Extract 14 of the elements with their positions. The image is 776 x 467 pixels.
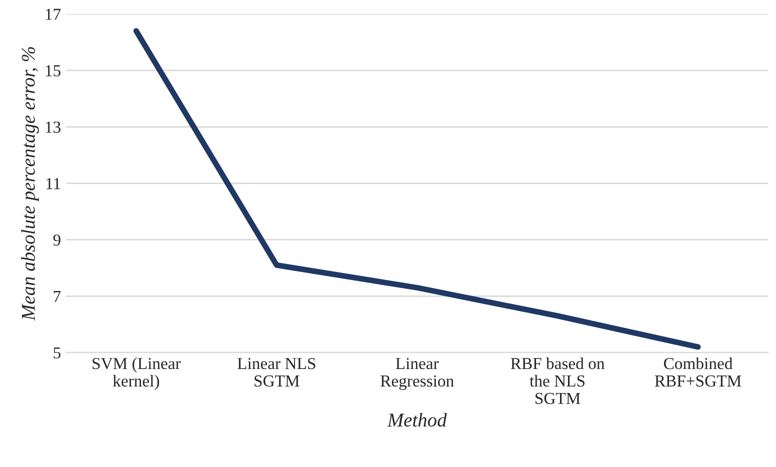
y-tick-label: 15 <box>46 65 60 76</box>
y-tick-label: 17 <box>46 8 61 20</box>
x-tick-label: Linear Regression <box>380 358 454 390</box>
x-tick-label: Combined RBF+SGTM <box>654 357 742 387</box>
x-tick-label: SVM (Linear kernel) <box>92 357 181 390</box>
x-tick-label: Linear NLS SGTM <box>238 358 316 387</box>
y-tick-label: 13 <box>46 122 60 133</box>
y-tick-label: 5 <box>54 347 60 359</box>
y-axis-title: Mean absolute percentage error, % <box>21 47 39 321</box>
x-axis-title: Method <box>387 412 447 427</box>
y-tick-label: 9 <box>53 234 60 246</box>
y-tick-label: 7 <box>54 291 61 302</box>
x-tick-label: RBF based on the NLS SGTM <box>510 357 605 404</box>
y-tick-label: 11 <box>46 178 60 190</box>
